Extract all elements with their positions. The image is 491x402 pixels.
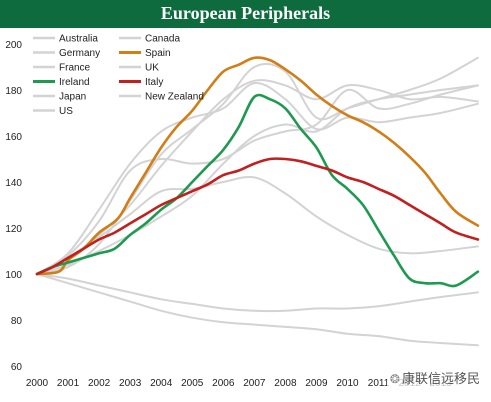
x-tick-label: 2006	[212, 378, 235, 389]
watermark-text: 康联信远移民	[401, 372, 480, 387]
y-tick-label: 200	[5, 40, 22, 51]
x-tick-label: 2008	[274, 378, 297, 389]
series-line-ireland	[35, 93, 480, 288]
x-tick-label: 2000	[26, 378, 49, 389]
legend-item-germany: Germany	[33, 48, 100, 59]
series-line-new-zealand	[36, 56, 479, 275]
watermark: ❂ 康联信远移民	[386, 367, 483, 388]
axis-layer: 60 80 100 120 140 160 180 200 2000 2001 2002 2003 20…	[5, 40, 452, 389]
x-tick-label: 2001	[57, 378, 80, 389]
x-tick-label: 2007	[243, 378, 266, 389]
legend-item-france: France	[33, 63, 91, 74]
series-layer	[35, 56, 480, 347]
legend-label: Ireland	[59, 77, 90, 88]
y-tick-label: 80	[11, 316, 23, 327]
legend: Australia Canada Germany Spain France UK Irela…	[33, 34, 204, 117]
chart-title: European Peripherals	[160, 3, 331, 23]
legend-label: UK	[145, 63, 159, 74]
series-line-france	[36, 79, 479, 275]
x-tick-label: 2003	[119, 378, 142, 389]
legend-label: Australia	[59, 34, 98, 45]
legend-label: New Zealand	[145, 92, 204, 103]
legend-item-italy: Italy	[119, 77, 163, 88]
legend-label: Spain	[145, 48, 171, 59]
y-tick-label: 120	[5, 224, 22, 235]
x-tick-label: 2010	[336, 378, 359, 389]
legend-item-japan: Japan	[33, 92, 86, 103]
legend-item-spain: Spain	[119, 48, 171, 59]
legend-label: Italy	[145, 77, 163, 88]
legend-label: Japan	[59, 92, 86, 103]
x-tick-label: 2004	[150, 378, 173, 389]
series-line-germany	[36, 273, 479, 313]
legend-item-us: US	[33, 106, 73, 117]
legend-item-australia: Australia	[33, 34, 98, 45]
y-tick-label: 180	[5, 86, 22, 97]
x-tick-label: 2002	[88, 378, 111, 389]
y-tick-label: 160	[5, 132, 22, 143]
legend-item-uk: UK	[119, 63, 159, 74]
y-tick-label: 60	[11, 362, 23, 373]
series-line-us	[36, 175, 479, 275]
y-tick-label: 100	[5, 270, 22, 281]
series-line-italy	[35, 157, 480, 276]
legend-item-canada: Canada	[119, 34, 180, 45]
x-tick-label: 2009	[305, 378, 328, 389]
legend-label: Canada	[145, 34, 180, 45]
legend-item-new-zealand: New Zealand	[119, 92, 204, 103]
legend-label: France	[59, 63, 91, 74]
x-tick-label: 2005	[181, 378, 204, 389]
legend-label: Germany	[59, 48, 100, 59]
wechat-icon: ❂	[389, 372, 400, 386]
series-line-australia	[36, 84, 479, 275]
x-tick-label: 2011	[368, 378, 390, 389]
series-line-japan	[36, 273, 479, 347]
legend-item-ireland: Ireland	[33, 77, 90, 88]
series-line-spain	[35, 56, 480, 276]
series-line-uk	[36, 82, 479, 275]
y-tick-label: 140	[5, 178, 22, 189]
series-line-canada	[36, 84, 479, 275]
title-bar: European Peripherals	[0, 0, 491, 28]
legend-label: US	[59, 106, 73, 117]
